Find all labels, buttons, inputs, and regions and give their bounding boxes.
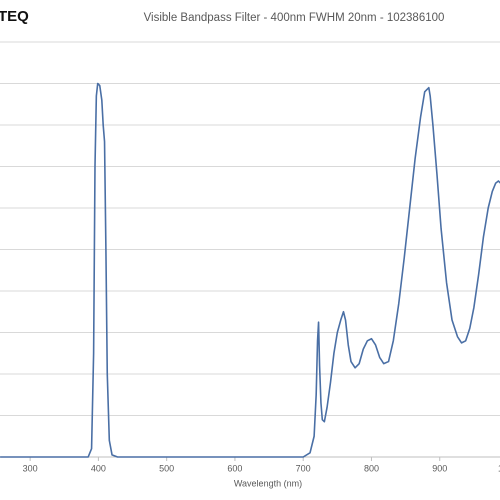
x-tick-label: 900 — [432, 463, 447, 473]
data-line — [0, 82, 500, 458]
x-tick-label: 600 — [227, 463, 242, 473]
x-tick-label: 400 — [91, 463, 106, 473]
x-tick-label: 700 — [296, 463, 311, 473]
x-tick-label: 800 — [364, 463, 379, 473]
x-axis-label: Wavelength (nm) — [234, 478, 302, 488]
x-tick-label: 500 — [159, 463, 174, 473]
x-tick-label: 1000 — [498, 463, 500, 473]
logo: TEQ — [0, 8, 29, 25]
chart-title: Visible Bandpass Filter - 400nm FWHM 20n… — [144, 12, 445, 24]
x-tick-label: 300 — [23, 463, 38, 473]
